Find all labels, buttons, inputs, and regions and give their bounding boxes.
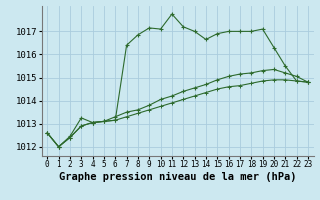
X-axis label: Graphe pression niveau de la mer (hPa): Graphe pression niveau de la mer (hPa)	[59, 172, 296, 182]
